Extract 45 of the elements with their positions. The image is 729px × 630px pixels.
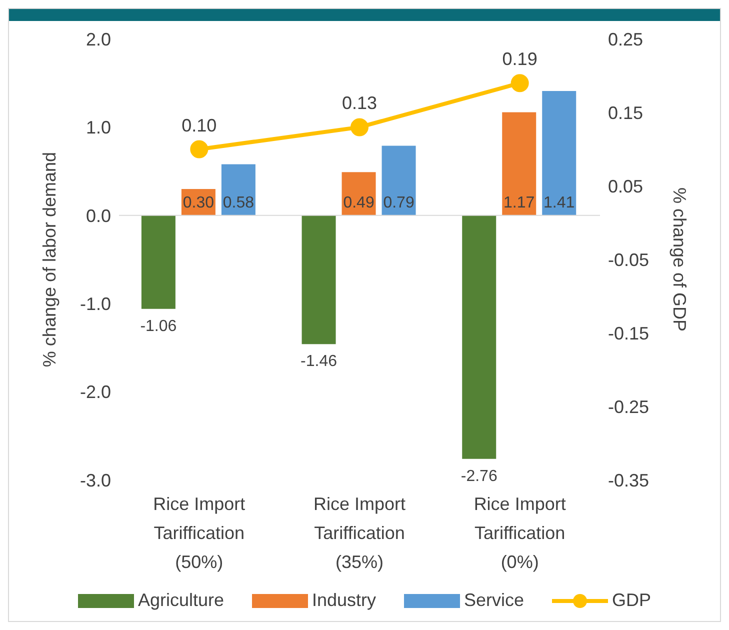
y2-tick-label: 0.15 <box>608 102 644 123</box>
legend-label: Service <box>464 590 524 611</box>
x-tick-label: Rice Import Tariffication (0%) <box>474 494 566 572</box>
data-label: 0.13 <box>342 93 378 114</box>
legend-label: GDP <box>612 590 652 611</box>
bar <box>382 146 416 216</box>
y2-tick-label: 0.05 <box>608 176 644 196</box>
data-label: 0.19 <box>502 49 538 70</box>
y-axis-title: % change of labor demand <box>39 152 60 368</box>
point <box>510 74 529 92</box>
data-label: 0.79 <box>383 194 414 212</box>
point <box>190 140 208 158</box>
y-tick-label: 0.0 <box>86 206 111 226</box>
data-label: 1.17 <box>504 194 535 212</box>
bar <box>221 164 256 216</box>
bar <box>542 91 576 216</box>
point <box>350 118 368 136</box>
bar <box>342 172 376 216</box>
bar <box>462 215 496 459</box>
y2-tick-label: -0.15 <box>608 323 650 344</box>
y2-tick-label: -0.05 <box>608 250 650 270</box>
y2-tick-label: -0.35 <box>608 470 650 490</box>
data-label: 0.49 <box>343 194 374 212</box>
data-label: 0.30 <box>182 194 214 212</box>
data-label: -2.76 <box>460 468 498 485</box>
legend-label: Industry <box>312 590 376 611</box>
y-tick-label: 2.0 <box>86 29 111 50</box>
data-label: 0.58 <box>222 194 254 212</box>
legend-label: Agriculture <box>138 590 224 611</box>
x-tick-label: Rice Import Tariffication (50%) <box>153 494 246 572</box>
y-tick-label: -1.0 <box>80 294 111 314</box>
data-label: 1.41 <box>544 194 575 212</box>
data-label: -1.46 <box>300 353 338 370</box>
y2-tick-label: 0.25 <box>608 29 644 50</box>
y-tick-label: -2.0 <box>80 382 111 402</box>
y-tick-label: 1.0 <box>86 118 111 138</box>
x-tick-label: Rice Import Tariffication (35%) <box>313 494 406 572</box>
data-label: -1.06 <box>140 318 177 335</box>
bar <box>302 215 336 344</box>
bar <box>141 215 176 309</box>
data-label: 0.10 <box>182 115 217 136</box>
y2-axis-title: % change of GDP <box>670 187 690 332</box>
y-tick-label: -3.0 <box>80 470 111 490</box>
y2-tick-label: -0.25 <box>608 396 650 417</box>
bar <box>502 112 536 216</box>
